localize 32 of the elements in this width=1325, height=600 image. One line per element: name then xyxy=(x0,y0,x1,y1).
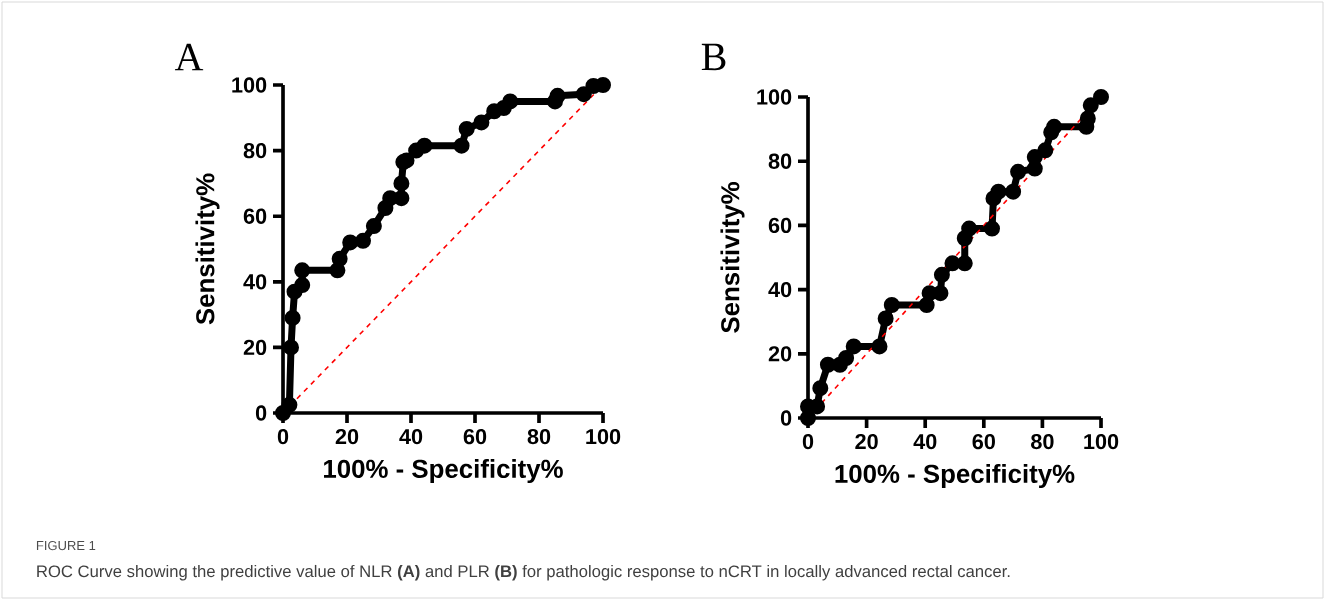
x-tick-label: 40 xyxy=(913,433,937,450)
y-tick-label: 0 xyxy=(255,405,267,421)
x-tick-label: 80 xyxy=(1031,433,1054,450)
x-tick-label: 60 xyxy=(463,428,487,445)
text: ROC Curve showing the predictive value of NLR (A) and PLR (B) for pathologic response to nCRT in locally advanced rectal cancer. xyxy=(37,564,1010,581)
x-axis-title: 100% - Specificity% xyxy=(835,464,1075,489)
y-tick-label: 80 xyxy=(243,142,267,159)
y-tick-label: 80 xyxy=(768,153,792,169)
chart-title: A xyxy=(174,43,204,71)
x-tick-label: 20 xyxy=(855,433,878,450)
x-tick-label: 0 xyxy=(277,428,289,445)
chart-title: B xyxy=(701,43,726,71)
caption: FIGURE 1 xyxy=(36,540,96,551)
y-tick-label: 0 xyxy=(780,410,792,426)
x-tick-label: 80 xyxy=(527,428,551,445)
y-tick-label: 20 xyxy=(243,339,267,356)
y-tick-label: 60 xyxy=(768,217,792,234)
y-axis-title: Sensitivity% xyxy=(195,173,220,325)
y-tick-label: 40 xyxy=(243,274,267,290)
x-tick-label: 60 xyxy=(972,433,995,450)
y-tick-label: 40 xyxy=(768,281,792,298)
y-tick-label: 20 xyxy=(768,346,792,362)
y-tick-label: 100 xyxy=(232,77,267,93)
x-tick-label: 40 xyxy=(399,428,423,445)
y-tick-label: 100 xyxy=(757,89,792,105)
y-tick-label: 60 xyxy=(243,208,267,224)
x-tick-label: 20 xyxy=(335,428,359,445)
y-axis-title: Sensitivity% xyxy=(720,182,745,333)
x-tick-label: 0 xyxy=(802,433,814,450)
x-axis-title: 100% - Specificity% xyxy=(324,459,563,484)
x-tick-label: 100 xyxy=(586,428,621,445)
x-tick-label: 100 xyxy=(1084,433,1119,450)
